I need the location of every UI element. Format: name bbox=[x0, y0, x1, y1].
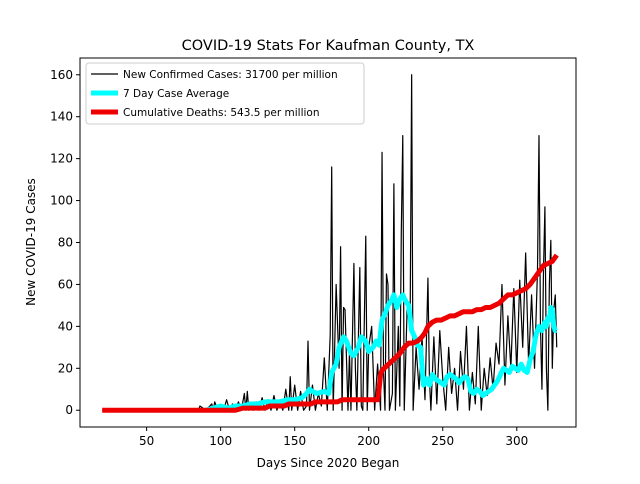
series-line-1 bbox=[102, 74, 558, 411]
legend-label-3: Cumulative Deaths: 543.5 per million bbox=[123, 107, 320, 119]
x-axis-label: Days Since 2020 Began bbox=[257, 456, 400, 470]
y-tick-label: 0 bbox=[65, 403, 73, 417]
x-tick-label: 200 bbox=[357, 434, 380, 448]
y-tick-label: 100 bbox=[50, 194, 73, 208]
y-tick-label: 20 bbox=[58, 361, 73, 375]
legend-box bbox=[85, 62, 365, 125]
series-line-2 bbox=[205, 292, 558, 413]
series-line-3 bbox=[102, 253, 559, 413]
x-tick-label: 150 bbox=[283, 434, 306, 448]
y-tick-label: 160 bbox=[50, 68, 73, 82]
x-tick-label: 250 bbox=[431, 434, 454, 448]
legend: New Confirmed Cases: 31700 per million 7 … bbox=[85, 62, 365, 125]
x-axis: 50 100 150 200 250 300 bbox=[139, 427, 528, 448]
x-tick-label: 100 bbox=[209, 434, 232, 448]
legend-label-1: New Confirmed Cases: 31700 per million bbox=[123, 69, 338, 81]
plot-area bbox=[102, 74, 559, 413]
y-tick-label: 40 bbox=[58, 319, 73, 333]
y-axis-label: New COVID-19 Cases bbox=[24, 178, 38, 306]
y-tick-label: 80 bbox=[58, 236, 73, 250]
x-tick-label: 300 bbox=[505, 434, 528, 448]
legend-label-2: 7 Day Case Average bbox=[123, 88, 229, 100]
y-tick-label: 140 bbox=[50, 110, 73, 124]
x-tick-label: 50 bbox=[139, 434, 154, 448]
y-axis: 0 20 40 60 80 100 120 140 160 bbox=[50, 68, 80, 417]
chart-title: COVID-19 Stats For Kaufman County, TX bbox=[182, 38, 475, 54]
y-tick-label: 60 bbox=[58, 277, 73, 291]
y-tick-label: 120 bbox=[50, 152, 73, 166]
